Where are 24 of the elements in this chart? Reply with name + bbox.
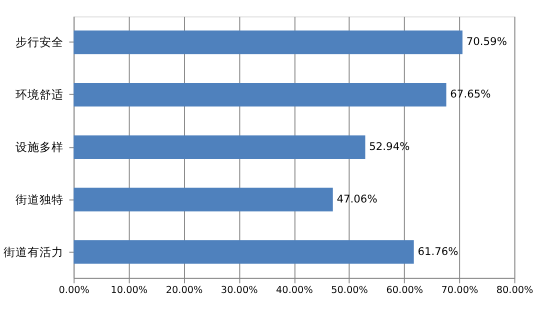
bar <box>74 188 333 212</box>
y-tick-label: 街道独特 <box>15 192 64 206</box>
y-tick-label: 步行安全 <box>15 35 64 50</box>
data-label: 67.65% <box>450 88 491 101</box>
x-tick-label: 30.00% <box>220 284 258 296</box>
x-tick-label: 10.00% <box>110 284 148 296</box>
x-tick-label: 70.00% <box>441 284 478 296</box>
bar <box>74 82 446 107</box>
x-tick-label: 60.00% <box>386 284 424 296</box>
data-label: 61.76% <box>418 244 458 258</box>
data-label: 47.06% <box>336 192 378 206</box>
x-tick-label: 20.00% <box>166 284 203 296</box>
bar <box>74 30 462 54</box>
y-tick-label: 街道有活力 <box>3 244 64 259</box>
y-tick-label: 环境舒适 <box>15 88 64 102</box>
x-tick-label: 0.00% <box>58 284 90 296</box>
x-tick-label: 50.00% <box>331 284 368 296</box>
data-label: 52.94% <box>369 140 410 154</box>
bar <box>74 135 366 159</box>
bar <box>74 240 414 264</box>
y-tick-label: 设施多样 <box>15 140 64 154</box>
x-tick-label: 40.00% <box>276 284 313 296</box>
x-tick-label: 80.00% <box>496 284 534 296</box>
data-label: 70.59% <box>466 35 507 48</box>
